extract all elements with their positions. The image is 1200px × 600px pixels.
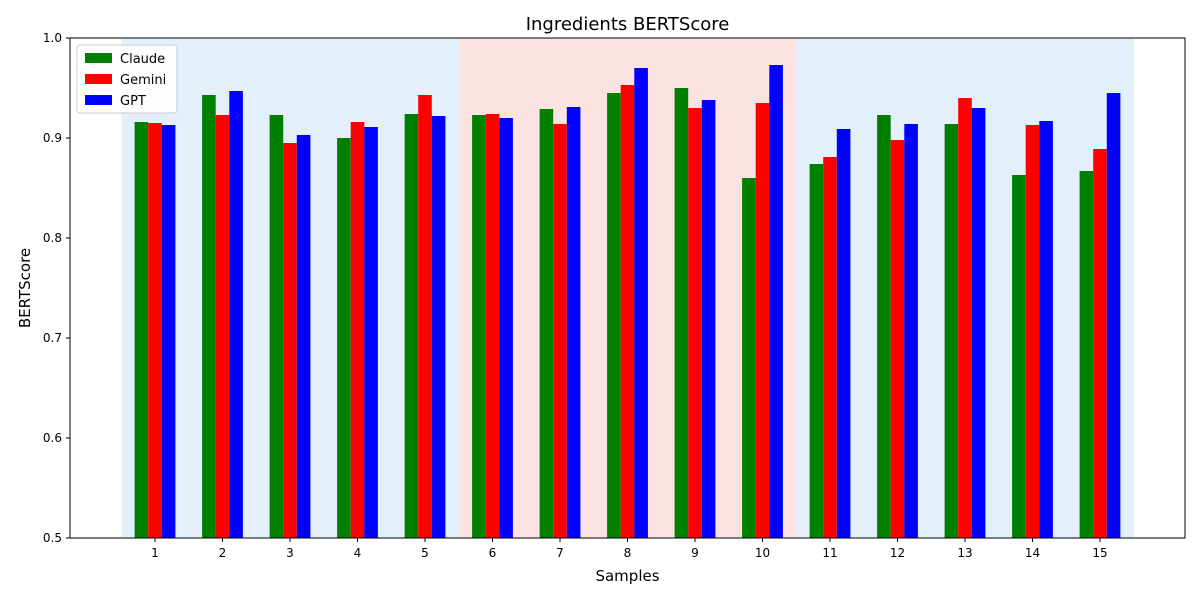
bar-gemini-14 (1025, 125, 1040, 538)
bar-gemini-12 (890, 140, 905, 538)
x-axis-label: Samples (595, 567, 659, 585)
legend-swatch-gpt (85, 95, 112, 105)
y-axis-ticks: 0.5 0.6 0.7 0.8 0.9 1.0 (43, 31, 70, 545)
bar-gemini-5 (418, 95, 432, 538)
bar-gemini-1 (148, 123, 162, 538)
bar-gpt-15 (1106, 93, 1121, 538)
bar-gpt-11 (836, 129, 851, 538)
x-tick-label: 8 (624, 546, 632, 560)
bar-claude-2 (202, 95, 216, 538)
bar-claude-9 (674, 88, 689, 538)
bar-claude-5 (404, 114, 419, 538)
x-tick-label: 5 (421, 546, 429, 560)
bar-gemini-4 (350, 122, 365, 538)
bar-gpt-7 (566, 107, 581, 538)
y-axis-label: BERTScore (16, 248, 34, 328)
x-tick-label: 6 (489, 546, 497, 560)
bar-gemini-2 (215, 115, 230, 538)
y-tick-label: 0.7 (43, 331, 62, 345)
bar-gpt-1 (161, 125, 176, 538)
bar-gpt-4 (364, 127, 378, 538)
legend: Claude Gemini GPT (76, 44, 178, 114)
bar-gemini-7 (553, 124, 567, 538)
x-tick-label: 14 (1025, 546, 1040, 560)
bar-gemini-10 (755, 103, 770, 538)
y-tick-label: 0.6 (43, 431, 62, 445)
bar-gpt-2 (229, 91, 243, 538)
bar-gemini-9 (688, 108, 702, 538)
bar-gemini-8 (620, 85, 635, 538)
bar-gpt-5 (431, 116, 446, 538)
bar-claude-13 (944, 124, 959, 538)
x-tick-label: 4 (354, 546, 362, 560)
y-tick-label: 0.9 (43, 131, 62, 145)
bar-gpt-14 (1039, 121, 1053, 538)
bar-claude-3 (269, 115, 284, 538)
legend-label-claude: Claude (120, 52, 165, 67)
bar-claude-8 (607, 93, 621, 538)
bar-claude-14 (1012, 175, 1026, 538)
legend-label-gpt: GPT (120, 94, 146, 109)
x-tick-label: 11 (822, 546, 837, 560)
y-tick-label: 0.5 (43, 531, 62, 545)
bar-gpt-13 (971, 108, 986, 538)
chart-title: Ingredients BERTScore (526, 14, 730, 35)
bar-gemini-13 (958, 98, 972, 538)
bar-gemini-15 (1093, 149, 1107, 538)
legend-swatch-gemini (85, 74, 112, 84)
bar-claude-15 (1079, 171, 1094, 538)
bar-gpt-9 (701, 100, 716, 538)
bar-gpt-8 (634, 68, 648, 538)
x-tick-label: 13 (957, 546, 972, 560)
legend-label-gemini: Gemini (120, 73, 166, 88)
x-tick-label: 9 (691, 546, 699, 560)
bar-gpt-3 (296, 135, 311, 538)
bar-claude-1 (134, 122, 149, 538)
bars-group (134, 65, 1121, 538)
x-tick-label: 3 (286, 546, 294, 560)
bar-gpt-12 (904, 124, 918, 538)
bar-gemini-11 (823, 157, 837, 538)
x-tick-label: 12 (890, 546, 905, 560)
x-tick-label: 7 (556, 546, 564, 560)
x-tick-label: 1 (151, 546, 159, 560)
legend-swatch-claude (85, 53, 112, 63)
x-axis-ticks: 1 2 3 4 5 6 7 8 9 10 11 12 13 14 15 (151, 538, 1108, 560)
bar-gemini-3 (283, 143, 297, 538)
bar-claude-6 (472, 115, 486, 538)
x-tick-label: 2 (219, 546, 227, 560)
bar-claude-7 (539, 109, 554, 538)
bar-gemini-6 (485, 114, 500, 538)
bar-claude-12 (877, 115, 891, 538)
x-tick-label: 10 (755, 546, 770, 560)
y-tick-label: 1.0 (43, 31, 62, 45)
x-tick-label: 15 (1092, 546, 1107, 560)
bar-claude-4 (337, 138, 351, 538)
bar-gpt-6 (499, 118, 513, 538)
bar-claude-11 (809, 164, 824, 538)
bar-gpt-10 (769, 65, 783, 538)
bar-claude-10 (742, 178, 756, 538)
y-tick-label: 0.8 (43, 231, 62, 245)
